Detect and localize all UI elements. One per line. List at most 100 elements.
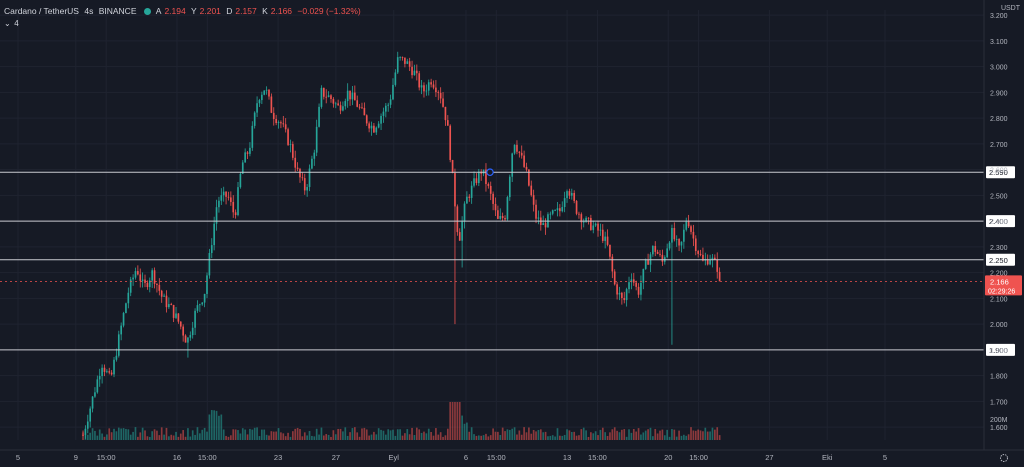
- candle-body: [637, 286, 640, 295]
- volume-bar: [361, 428, 363, 440]
- candle-body: [89, 408, 92, 422]
- volume-bar: [508, 429, 511, 440]
- volume-bar: [218, 415, 220, 440]
- volume-bar: [106, 434, 108, 440]
- volume-bar: [506, 429, 509, 440]
- volume-bar: [206, 431, 208, 440]
- volume-bar: [401, 435, 404, 440]
- candle-body: [113, 359, 115, 375]
- volume-bar: [699, 430, 702, 440]
- volume-bar: [559, 435, 561, 440]
- volume-bar: [91, 428, 94, 440]
- candle-body: [644, 259, 647, 269]
- symbol-name[interactable]: Cardano / TetherUS: [4, 6, 79, 16]
- candle-body: [499, 216, 502, 219]
- candle-body: [168, 304, 170, 308]
- volume-bar: [199, 433, 201, 440]
- candle-body: [332, 99, 335, 104]
- volume-bar: [349, 432, 351, 440]
- candle-body: [570, 192, 573, 196]
- candle-body: [361, 107, 363, 109]
- volume-bar: [666, 429, 669, 440]
- price-label: 2.590: [989, 168, 1008, 177]
- volume-bar: [251, 429, 254, 440]
- candle-body: [446, 120, 449, 126]
- horizontal-lines[interactable]: 2.590 2.400 2.250 1.900: [0, 166, 1015, 356]
- symbol-legend: Cardano / TetherUS 4s BINANCE A 2.194 Y 2.…: [4, 5, 364, 19]
- volume-bar: [630, 432, 633, 440]
- volume-bar: [382, 430, 385, 440]
- volume-bar: [96, 435, 99, 440]
- candle-body: [375, 127, 378, 133]
- candle-body: [339, 105, 342, 111]
- candle-body: [680, 241, 683, 246]
- volume-bar: [222, 429, 225, 440]
- candle-body: [442, 98, 444, 107]
- indicators-toggle[interactable]: ⌄ 4: [4, 19, 19, 28]
- candles: [82, 51, 721, 439]
- open-value: 2.194: [164, 6, 186, 16]
- candle-body: [437, 92, 440, 93]
- candle-body: [122, 312, 125, 326]
- candle-body: [311, 158, 313, 169]
- volume-axis-label: 200M: [990, 417, 1008, 424]
- candle-body: [275, 119, 277, 124]
- volume-bar: [511, 428, 514, 440]
- volume-bar: [573, 431, 576, 440]
- volume-bar: [439, 432, 442, 440]
- volume-bar: [525, 432, 528, 440]
- candle-body: [401, 57, 404, 58]
- candle-body: [530, 185, 533, 196]
- candle-body: [196, 305, 199, 311]
- candle-body: [325, 96, 328, 98]
- volume-bar: [537, 430, 540, 440]
- volume-bar: [487, 436, 490, 440]
- candle-body: [482, 169, 485, 174]
- candle-body: [411, 66, 413, 76]
- volume-bar: [351, 428, 354, 440]
- volume-bar: [380, 429, 382, 440]
- volume-bar: [203, 427, 206, 440]
- candle-body: [301, 177, 304, 179]
- volume-bar: [187, 428, 189, 440]
- volume-bar: [659, 430, 661, 440]
- candle-body: [435, 87, 437, 93]
- volume-bar: [415, 427, 418, 440]
- volume-bar: [225, 435, 227, 440]
- volume-bar: [253, 427, 256, 440]
- volume-bar: [184, 436, 187, 440]
- volume-bar: [616, 430, 618, 440]
- volume-bar: [94, 430, 96, 440]
- interval-label[interactable]: 4s: [84, 6, 94, 16]
- candle-body: [585, 217, 587, 222]
- candle-body: [215, 207, 218, 224]
- volume-bar: [246, 434, 249, 440]
- candle-body: [542, 223, 545, 226]
- volume-bar: [611, 429, 614, 440]
- volume-bar: [601, 427, 604, 440]
- volume-bar: [370, 434, 373, 440]
- volume-bar: [363, 427, 366, 440]
- volume-bar: [575, 435, 578, 440]
- candle-body: [170, 304, 173, 305]
- candle-body: [322, 87, 325, 97]
- volume-bar: [690, 427, 692, 440]
- candle-body: [492, 193, 494, 204]
- candle-body: [406, 61, 409, 64]
- candle-body: [368, 123, 370, 129]
- candle-body: [148, 280, 151, 288]
- volume-bar: [692, 430, 695, 440]
- volume-bar: [480, 435, 483, 440]
- candle-body: [380, 115, 382, 124]
- candle-body: [356, 100, 359, 107]
- candle-body: [270, 96, 273, 113]
- candle-body: [551, 210, 554, 214]
- candle-body: [265, 89, 268, 91]
- candle-body: [315, 126, 318, 153]
- volume-bar: [268, 435, 270, 440]
- volume-bar: [294, 428, 297, 440]
- x-tick-label: 23: [274, 453, 282, 462]
- candle-body: [387, 104, 390, 106]
- volume-bar: [449, 402, 452, 440]
